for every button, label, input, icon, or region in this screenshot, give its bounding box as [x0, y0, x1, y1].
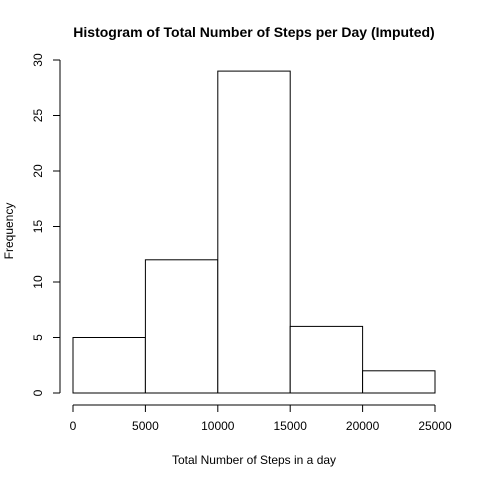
x-tick-label-0: 0 — [70, 419, 77, 433]
x-tick-label-3: 15000 — [274, 419, 308, 433]
y-tick-label-1: 5 — [31, 334, 45, 341]
x-tick-label-5: 25000 — [418, 419, 452, 433]
histogram-bar-0 — [72, 337, 146, 394]
y-axis-label: Frequency — [2, 203, 16, 260]
x-tick-label-1: 5000 — [132, 419, 159, 433]
histogram-bar-3 — [289, 325, 364, 394]
y-tick-label-2: 10 — [31, 275, 45, 289]
y-tick-label-5: 25 — [31, 109, 45, 123]
x-tick-label-4: 20000 — [346, 419, 380, 433]
x-tick-label-2: 10000 — [201, 419, 235, 433]
y-tick-label-3: 15 — [31, 220, 45, 234]
y-tick-label-4: 20 — [31, 164, 45, 178]
x-axis-label: Total Number of Steps in a day — [172, 453, 336, 467]
chart-title: Histogram of Total Number of Steps per D… — [73, 24, 434, 40]
histogram-bars — [72, 70, 436, 394]
y-tick-label-0: 0 — [31, 389, 45, 396]
y-axis: 0 5 10 15 20 25 30 — [31, 53, 61, 396]
histogram-bar-1 — [144, 259, 219, 394]
x-axis: 0 5000 10000 15000 20000 25000 — [70, 404, 452, 433]
histogram-bar-4 — [362, 370, 436, 394]
y-tick-label-6: 30 — [31, 53, 45, 67]
histogram-bar-2 — [217, 70, 291, 394]
